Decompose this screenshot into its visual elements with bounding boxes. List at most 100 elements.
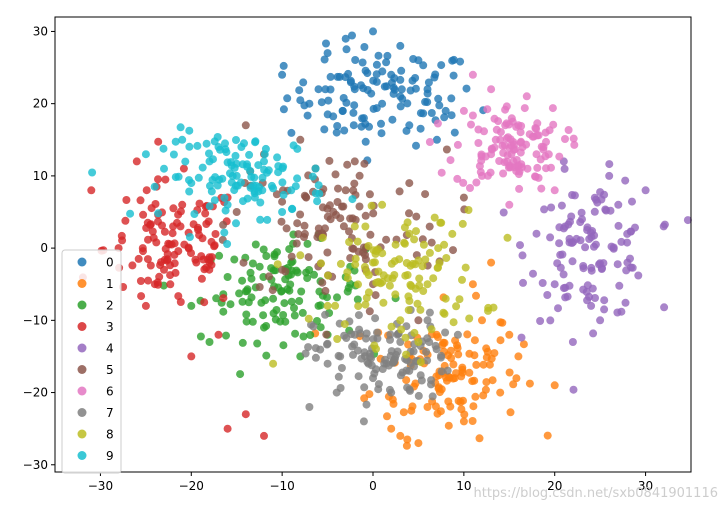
point-3 <box>139 210 148 219</box>
legend-marker-5 <box>77 365 87 374</box>
point-5 <box>293 219 302 228</box>
point-3 <box>144 276 153 285</box>
point-1 <box>487 354 496 363</box>
point-2 <box>310 270 318 279</box>
point-2 <box>333 293 341 302</box>
point-0 <box>416 109 425 118</box>
point-0 <box>430 73 439 82</box>
point-3 <box>189 220 198 229</box>
point-7 <box>360 383 369 392</box>
point-9 <box>246 167 255 175</box>
point-2 <box>187 301 196 310</box>
point-5 <box>425 222 434 231</box>
point-6 <box>499 148 508 157</box>
point-2 <box>238 338 247 347</box>
series-4 <box>499 157 692 394</box>
point-4 <box>622 266 631 275</box>
point-4 <box>567 212 576 221</box>
point-2 <box>281 317 290 326</box>
point-0 <box>456 57 465 66</box>
point-0 <box>341 73 350 82</box>
point-5 <box>325 156 334 165</box>
point-9 <box>228 171 237 180</box>
point-2 <box>305 266 314 274</box>
point-2 <box>290 304 298 312</box>
point-4 <box>577 208 586 217</box>
point-0 <box>389 83 398 92</box>
point-3 <box>146 261 155 270</box>
point-9 <box>190 210 199 218</box>
point-8 <box>374 245 382 254</box>
point-3 <box>178 200 187 209</box>
point-1 <box>402 376 411 385</box>
point-3 <box>143 255 152 264</box>
y-tick-label: −10 <box>23 313 48 327</box>
point-0 <box>320 125 329 134</box>
point-0 <box>299 78 308 87</box>
point-6 <box>446 156 455 165</box>
point-1 <box>485 360 494 369</box>
point-6 <box>459 106 468 115</box>
point-0 <box>447 111 456 120</box>
point-2 <box>287 297 296 306</box>
point-0 <box>357 81 365 90</box>
point-2 <box>291 329 300 338</box>
point-6 <box>481 152 490 161</box>
point-8 <box>396 316 405 325</box>
point-6 <box>550 186 559 195</box>
point-2 <box>253 339 262 348</box>
point-0 <box>349 108 358 117</box>
point-5 <box>359 248 368 257</box>
y-tick-label: −30 <box>23 458 48 472</box>
point-0 <box>324 96 333 105</box>
point-2 <box>236 370 245 379</box>
point-0 <box>423 89 432 98</box>
point-4 <box>615 281 624 290</box>
point-0 <box>398 94 407 103</box>
point-8 <box>269 359 278 368</box>
point-9 <box>150 182 159 191</box>
point-7 <box>307 320 315 329</box>
point-4 <box>540 205 549 214</box>
point-8 <box>416 358 425 367</box>
point-7 <box>311 353 320 362</box>
point-0 <box>326 72 335 81</box>
point-8 <box>354 302 363 311</box>
point-4 <box>583 281 592 290</box>
point-5 <box>232 208 241 216</box>
point-3 <box>154 137 163 146</box>
point-0 <box>339 94 348 102</box>
point-5 <box>300 229 309 238</box>
point-5 <box>321 286 330 295</box>
point-2 <box>205 338 214 346</box>
point-5 <box>360 159 369 168</box>
point-2 <box>298 308 307 317</box>
point-6 <box>510 163 519 172</box>
point-7 <box>354 372 363 381</box>
point-9 <box>193 141 202 150</box>
point-5 <box>345 227 353 236</box>
point-7 <box>334 372 343 381</box>
point-2 <box>244 298 253 307</box>
y-axis: −30 −20 −10 0 10 20 30 <box>23 24 55 472</box>
point-5 <box>341 186 350 195</box>
point-7 <box>304 343 313 352</box>
point-5 <box>323 212 332 221</box>
x-tick-label: −10 <box>269 479 294 493</box>
point-3 <box>136 277 145 285</box>
point-1 <box>488 376 497 385</box>
point-3 <box>223 424 232 433</box>
point-8 <box>324 271 332 280</box>
point-5 <box>272 190 281 199</box>
point-0 <box>435 101 444 110</box>
point-1 <box>438 341 447 349</box>
point-2 <box>280 299 289 308</box>
point-8 <box>364 288 373 297</box>
point-8 <box>418 262 427 271</box>
point-0 <box>338 106 347 115</box>
point-4 <box>568 338 577 346</box>
point-6 <box>453 140 462 149</box>
point-8 <box>464 206 473 214</box>
point-8 <box>429 274 438 283</box>
